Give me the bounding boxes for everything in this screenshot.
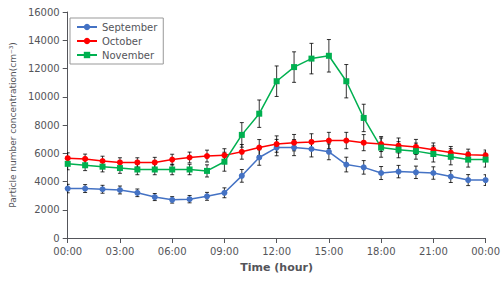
svg-text:0: 0 — [53, 233, 59, 244]
svg-text:18:00: 18:00 — [367, 246, 396, 257]
svg-text:4000: 4000 — [34, 176, 59, 187]
svg-text:03:00: 03:00 — [106, 246, 135, 257]
svg-text:00:00: 00:00 — [53, 246, 82, 257]
svg-text:21:00: 21:00 — [419, 246, 448, 257]
svg-text:10000: 10000 — [28, 91, 60, 102]
svg-text:8000: 8000 — [34, 120, 59, 131]
svg-text:14000: 14000 — [28, 35, 60, 46]
svg-text:6000: 6000 — [34, 148, 59, 159]
svg-text:September: September — [102, 22, 158, 33]
svg-text:October: October — [102, 36, 143, 47]
svg-text:12000: 12000 — [28, 63, 60, 74]
svg-text:Particle number concentration(: Particle number concentration(cm⁻³) — [8, 42, 18, 208]
svg-text:2000: 2000 — [34, 204, 59, 215]
svg-text:16000: 16000 — [28, 7, 60, 18]
svg-text:00:00: 00:00 — [471, 246, 500, 257]
svg-text:06:00: 06:00 — [158, 246, 187, 257]
svg-text:12:00: 12:00 — [262, 246, 291, 257]
svg-text:November: November — [102, 50, 155, 61]
svg-text:Time (hour): Time (hour) — [240, 261, 313, 274]
svg-text:09:00: 09:00 — [210, 246, 239, 257]
svg-text:15:00: 15:00 — [314, 246, 343, 257]
